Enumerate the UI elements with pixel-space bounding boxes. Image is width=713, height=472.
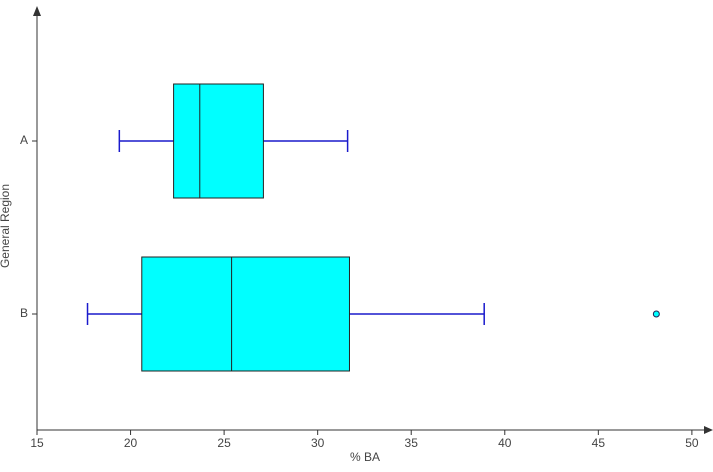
x-tick-label: 30 — [311, 436, 325, 450]
x-tick-label: 45 — [592, 436, 606, 450]
x-tick-label: 35 — [405, 436, 419, 450]
x-tick-label: 50 — [685, 436, 699, 450]
x-axis-label: % BA — [350, 450, 380, 464]
y-axis-arrow — [33, 6, 41, 16]
box — [141, 256, 350, 372]
x-tick-label: 15 — [30, 436, 44, 450]
x-tick-label: 40 — [498, 436, 512, 450]
box — [173, 83, 264, 199]
x-tick-label: 20 — [124, 436, 138, 450]
y-tick-label: A — [20, 133, 28, 147]
x-axis-arrow — [704, 426, 713, 434]
y-tick-label: B — [20, 306, 28, 320]
outlier — [652, 310, 660, 318]
y-axis-label: General Region — [0, 184, 12, 268]
x-tick-label: 25 — [217, 436, 231, 450]
